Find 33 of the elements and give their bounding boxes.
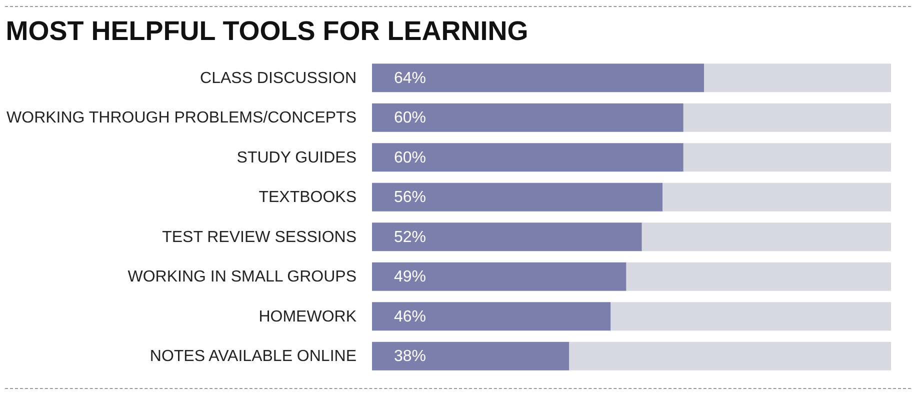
y-tick-label: STUDY GUIDES: [236, 149, 356, 166]
bar: [662, 182, 891, 212]
data-label: 49%: [394, 268, 426, 286]
bar: [683, 103, 891, 132]
y-tick-label: WORKING THROUGH PROBLEMS/CONCEPTS: [6, 110, 356, 127]
bar: [372, 64, 704, 92]
data-label: 60%: [394, 149, 426, 166]
bar: [626, 262, 891, 291]
data-label: 56%: [394, 189, 426, 206]
y-tick-label: TEST REVIEW SESSIONS: [162, 228, 356, 246]
y-tick-label: HOMEWORK: [258, 308, 357, 326]
y-tick-label: NOTES AVAILABLE ONLINE: [150, 348, 356, 366]
bar: [372, 262, 626, 291]
data-label: 46%: [394, 308, 426, 326]
chart-title: MOST HELPFUL TOOLS FOR LEARNING: [6, 16, 528, 46]
bar: [704, 64, 891, 92]
y-tick-label: TEXTBOOKS: [258, 189, 356, 206]
data-label: 38%: [394, 348, 426, 366]
bar: [683, 143, 891, 172]
bar: [372, 182, 663, 212]
bar: [642, 222, 891, 252]
bar: [610, 302, 891, 331]
bar: [372, 302, 611, 331]
y-tick-label: CLASS DISCUSSION: [200, 70, 356, 87]
y-tick-label: WORKING IN SMALL GROUPS: [128, 268, 356, 286]
data-label: 52%: [394, 228, 426, 246]
bar: [372, 103, 684, 132]
bar: [372, 222, 642, 252]
data-label: 60%: [394, 110, 426, 127]
bar: [372, 143, 684, 172]
bar: [372, 342, 570, 370]
data-label: 64%: [394, 70, 426, 87]
bar: [569, 342, 891, 370]
